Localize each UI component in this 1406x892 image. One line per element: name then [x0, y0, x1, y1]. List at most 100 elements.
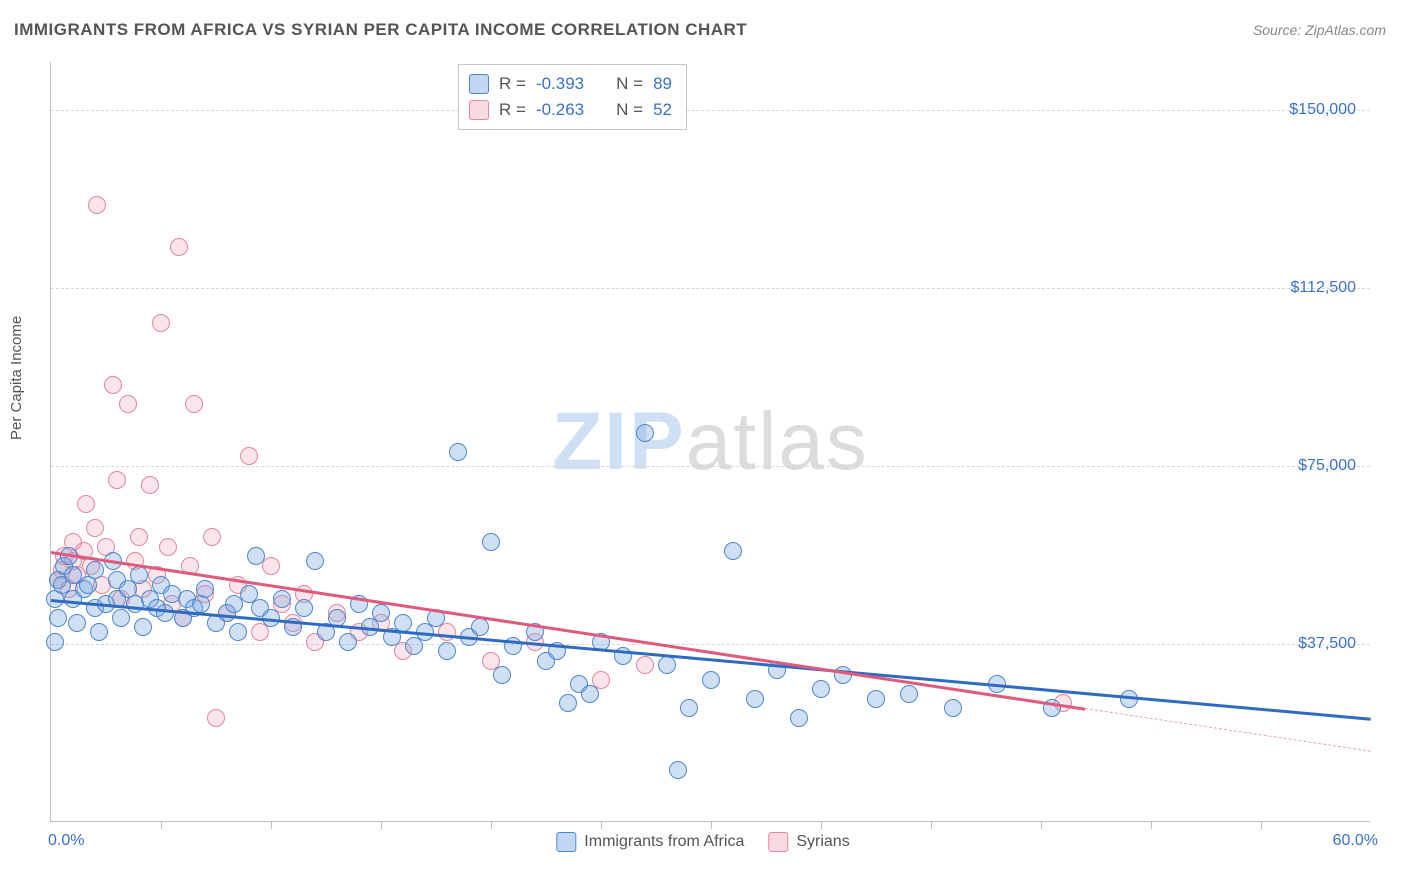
- data-point-blue: [339, 633, 357, 651]
- data-point-pink: [141, 476, 159, 494]
- data-point-blue: [900, 685, 918, 703]
- data-point-pink: [130, 528, 148, 546]
- data-point-blue: [49, 609, 67, 627]
- n-value: 52: [653, 97, 672, 123]
- data-point-pink: [185, 395, 203, 413]
- data-point-pink: [170, 238, 188, 256]
- data-point-blue: [134, 618, 152, 636]
- data-point-pink: [207, 709, 225, 727]
- data-point-blue: [867, 690, 885, 708]
- x-tick: [1041, 821, 1042, 829]
- r-label: R =: [499, 71, 526, 97]
- data-point-pink: [104, 376, 122, 394]
- data-point-blue: [493, 666, 511, 684]
- chart-title: IMMIGRANTS FROM AFRICA VS SYRIAN PER CAP…: [14, 20, 747, 40]
- data-point-pink: [159, 538, 177, 556]
- data-point-blue: [449, 443, 467, 461]
- legend-swatch-pink: [768, 832, 788, 852]
- x-tick: [601, 821, 602, 829]
- data-point-pink: [119, 395, 137, 413]
- data-point-blue: [130, 566, 148, 584]
- data-point-blue: [156, 604, 174, 622]
- data-point-pink: [262, 557, 280, 575]
- data-point-blue: [812, 680, 830, 698]
- data-point-blue: [295, 599, 313, 617]
- x-tick: [161, 821, 162, 829]
- x-axis-max-label: 60.0%: [1333, 832, 1378, 850]
- data-point-blue: [559, 694, 577, 712]
- gridline: [51, 466, 1370, 467]
- data-point-blue: [669, 761, 687, 779]
- data-point-blue: [306, 552, 324, 570]
- y-tick-label: $75,000: [1298, 457, 1356, 475]
- data-point-pink: [88, 196, 106, 214]
- data-point-pink: [152, 314, 170, 332]
- legend-swatch-blue: [469, 74, 489, 94]
- data-point-pink: [86, 519, 104, 537]
- legend-item: Immigrants from Africa: [556, 832, 744, 852]
- data-point-blue: [112, 609, 130, 627]
- data-point-blue: [680, 699, 698, 717]
- data-point-blue: [702, 671, 720, 689]
- data-point-pink: [636, 656, 654, 674]
- data-point-pink: [203, 528, 221, 546]
- data-point-blue: [581, 685, 599, 703]
- data-point-blue: [86, 561, 104, 579]
- x-tick: [821, 821, 822, 829]
- correlation-stats-box: R = -0.393 N = 89 R = -0.263 N = 52: [458, 64, 687, 130]
- r-value: -0.263: [536, 97, 584, 123]
- x-tick: [271, 821, 272, 829]
- data-point-blue: [46, 633, 64, 651]
- data-point-pink: [438, 623, 456, 641]
- x-axis-min-label: 0.0%: [48, 832, 84, 850]
- watermark-atlas: atlas: [686, 396, 869, 487]
- n-value: 89: [653, 71, 672, 97]
- x-tick: [1151, 821, 1152, 829]
- data-point-pink: [77, 495, 95, 513]
- data-point-blue: [482, 533, 500, 551]
- r-value: -0.393: [536, 71, 584, 97]
- data-point-blue: [790, 709, 808, 727]
- data-point-blue: [636, 424, 654, 442]
- x-tick: [711, 821, 712, 829]
- x-tick: [931, 821, 932, 829]
- gridline: [51, 644, 1370, 645]
- data-point-blue: [746, 690, 764, 708]
- series-legend: Immigrants from Africa Syrians: [556, 832, 849, 852]
- data-point-blue: [944, 699, 962, 717]
- data-point-blue: [247, 547, 265, 565]
- stats-row: R = -0.393 N = 89: [469, 71, 672, 97]
- data-point-blue: [658, 656, 676, 674]
- data-point-blue: [273, 590, 291, 608]
- y-tick-label: $112,500: [1290, 279, 1356, 297]
- data-point-blue: [372, 604, 390, 622]
- gridline: [51, 110, 1370, 111]
- r-label: R =: [499, 97, 526, 123]
- data-point-blue: [438, 642, 456, 660]
- n-label: N =: [616, 97, 643, 123]
- legend-swatch-blue: [556, 832, 576, 852]
- y-tick-label: $37,500: [1298, 635, 1356, 653]
- data-point-blue: [394, 614, 412, 632]
- x-tick: [491, 821, 492, 829]
- trend-line: [51, 599, 1371, 721]
- legend-swatch-pink: [469, 100, 489, 120]
- x-tick: [1261, 821, 1262, 829]
- scatter-plot-area: ZIPatlas $37,500 $75,000 $112,500 $150,000: [50, 62, 1370, 822]
- stats-row: R = -0.263 N = 52: [469, 97, 672, 123]
- y-tick-label: $150,000: [1289, 101, 1356, 119]
- data-point-blue: [471, 618, 489, 636]
- data-point-blue: [196, 580, 214, 598]
- data-point-blue: [90, 623, 108, 641]
- x-tick: [381, 821, 382, 829]
- data-point-blue: [724, 542, 742, 560]
- legend-label: Syrians: [796, 833, 849, 851]
- source-attribution: Source: ZipAtlas.com: [1253, 22, 1386, 38]
- gridline: [51, 288, 1370, 289]
- legend-label: Immigrants from Africa: [584, 833, 744, 851]
- data-point-blue: [68, 614, 86, 632]
- watermark: ZIPatlas: [552, 395, 869, 489]
- watermark-zip: ZIP: [552, 396, 686, 487]
- n-label: N =: [616, 71, 643, 97]
- data-point-blue: [229, 623, 247, 641]
